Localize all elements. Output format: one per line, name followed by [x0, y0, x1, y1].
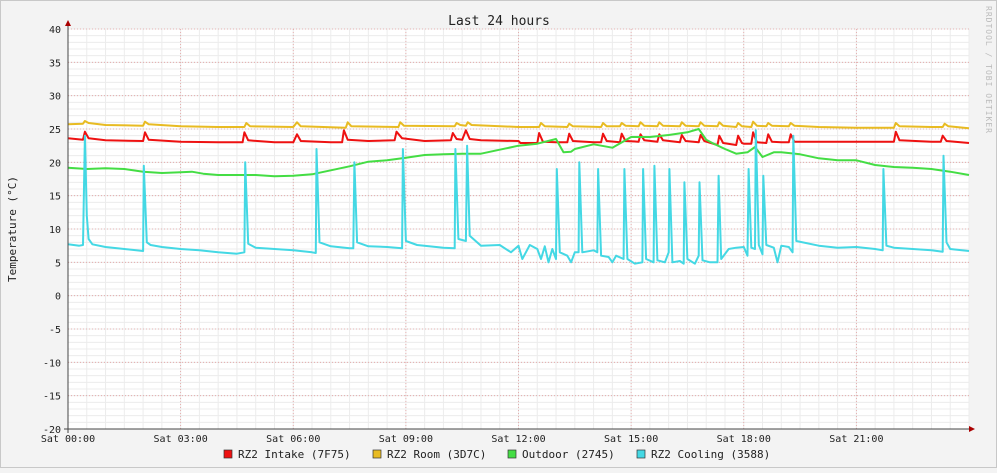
legend-label: RZ2 Cooling (3588)	[651, 448, 770, 461]
x-tick-label: Sat 15:00	[604, 434, 658, 445]
legend-label: RZ2 Intake (7F75)	[238, 448, 351, 461]
grid-major	[67, 28, 969, 430]
y-tick-label: 35	[49, 58, 61, 69]
y-tick-label: 5	[55, 258, 61, 269]
x-tick-label: Sat 21:00	[829, 434, 883, 445]
legend-label: RZ2 Room (3D7C)	[387, 448, 486, 461]
y-tick-label: 30	[49, 92, 61, 103]
axes	[64, 20, 975, 433]
y-tick-label: 0	[55, 292, 61, 303]
x-tick-label: Sat 18:00	[717, 434, 771, 445]
x-tick-label: Sat 03:00	[154, 434, 208, 445]
x-tick-label: Sat 12:00	[491, 434, 545, 445]
x-tick-label: Sat 00:00	[41, 434, 95, 445]
y-tick-label: -10	[43, 358, 61, 369]
watermark: RRDTOOL / TOBI OETIKER	[984, 6, 993, 134]
y-tick-label: -15	[43, 392, 61, 403]
y-tick-label: 40	[49, 25, 61, 36]
legend-swatch	[372, 449, 382, 459]
legend-swatch	[223, 449, 233, 459]
y-tick-label: 20	[49, 158, 61, 169]
series-line-1	[67, 129, 970, 146]
y-axis-label: Temperature (°C)	[6, 176, 19, 282]
series-line-2	[67, 120, 970, 130]
x-axis-arrow	[969, 426, 975, 432]
y-axis-arrow	[65, 20, 71, 26]
y-tick-label: -20	[43, 425, 61, 436]
chart-title: Last 24 hours	[448, 14, 550, 29]
y-tick-labels: -20 -15 -10 -5 0 5 10 15 20 25 30 35 40	[43, 25, 61, 436]
y-tick-label: 25	[49, 125, 61, 136]
x-tick-label: Sat 09:00	[379, 434, 433, 445]
y-tick-label: -5	[49, 325, 61, 336]
legend-swatch	[507, 449, 517, 459]
series-line-4	[67, 129, 970, 265]
x-tick-label: Sat 06:00	[266, 434, 320, 445]
legend-swatch	[636, 449, 646, 459]
x-tick-labels: Sat 00:00 Sat 03:00 Sat 06:00 Sat 09:00 Sat …	[41, 434, 884, 445]
legend: RZ2 Intake (7F75) RZ2 Room (3D7C) Outdoor …	[223, 448, 770, 461]
y-tick-label: 10	[49, 225, 61, 236]
y-tick-label: 15	[49, 192, 61, 203]
legend-label: Outdoor (2745)	[522, 448, 615, 461]
series-layer	[67, 120, 970, 265]
